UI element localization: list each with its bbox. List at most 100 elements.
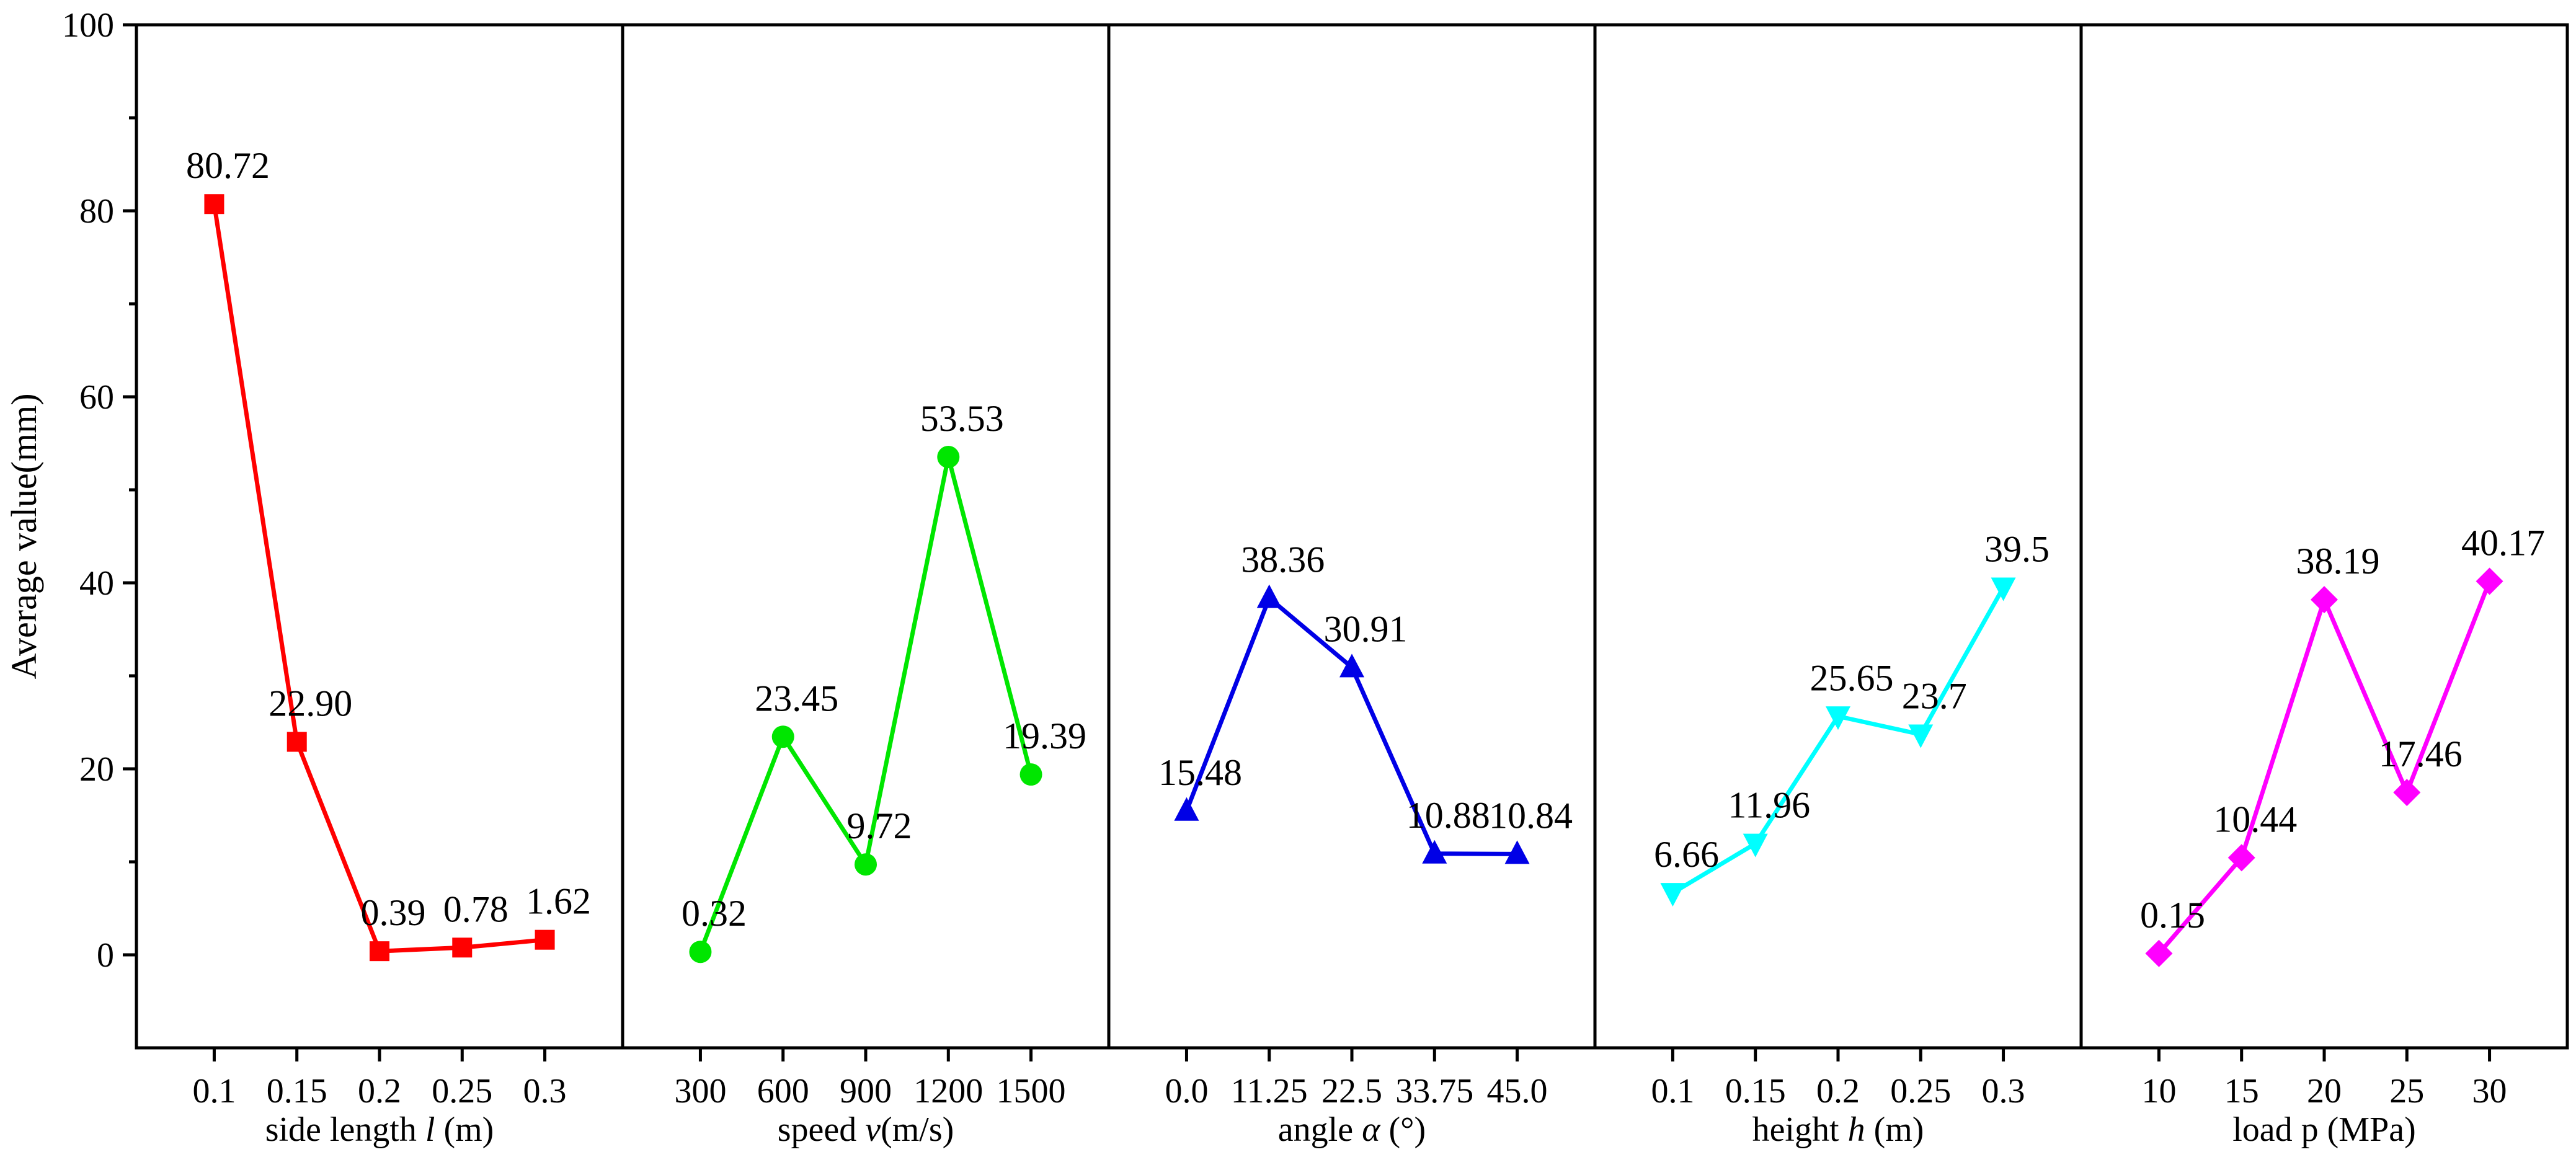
data-point [2311, 586, 2338, 614]
data-label: 15.48 [1158, 752, 1242, 793]
x-tick-label: 15 [2224, 1072, 2259, 1110]
data-label: 0.15 [2140, 895, 2205, 936]
x-axis-label: speed v(m/s) [778, 1110, 954, 1149]
y-tick-label: 40 [79, 564, 114, 603]
data-label: 39.5 [1984, 529, 2050, 570]
x-axis-label-part: (m) [435, 1110, 494, 1149]
x-tick-label: 0.25 [1890, 1072, 1951, 1110]
x-axis-label: side length l (m) [265, 1110, 494, 1149]
data-label: 10.44 [2213, 799, 2297, 840]
data-label: 11.96 [1728, 785, 1810, 826]
x-tick-label: 0.1 [1651, 1072, 1694, 1110]
data-label: 0.39 [361, 892, 426, 933]
data-point [1256, 584, 1282, 608]
x-axis-label-part: side length [265, 1110, 425, 1149]
data-point [855, 853, 877, 876]
data-point [1660, 883, 1686, 907]
x-axis-label: angle α (°) [1278, 1110, 1426, 1149]
x-tick-label: 11.25 [1231, 1072, 1308, 1110]
data-label: 6.66 [1654, 834, 1719, 875]
x-axis-label-part: height [1752, 1110, 1848, 1149]
x-tick-label: 0.2 [1816, 1072, 1860, 1110]
data-label: 53.53 [920, 398, 1004, 439]
data-point [1174, 797, 1199, 821]
data-point [286, 732, 307, 752]
data-point [937, 446, 960, 469]
x-axis-variable: h [1848, 1110, 1865, 1149]
data-label: 38.19 [2296, 541, 2380, 582]
x-axis-label-part: load p (MPa) [2232, 1110, 2416, 1149]
x-axis-variable: l [425, 1110, 435, 1149]
x-tick-label: 10 [2141, 1072, 2176, 1110]
x-tick-label: 0.3 [1982, 1072, 2025, 1110]
x-axis-label: load p (MPa) [2232, 1110, 2416, 1149]
x-axis-label: height h (m) [1752, 1110, 1924, 1149]
data-point [1504, 840, 1530, 864]
panel-angle: 0.0 11.25 22.5 33.75 45.0 angle α (°) 15.48 38.… [1158, 539, 1573, 1149]
data-label: 40.17 [2461, 522, 2545, 563]
x-tick-label: 600 [757, 1072, 809, 1110]
x-tick-label: 0.15 [1725, 1072, 1786, 1110]
series-line [211, 203, 545, 954]
data-point [2145, 939, 2173, 967]
x-tick-label: 0.1 [192, 1072, 236, 1110]
data-label: 10.84 [1489, 795, 1573, 836]
panel-speed: 300 600 900 1200 1500 speed v(m/s) 0.32 23.45 9.… [674, 398, 1086, 1149]
data-label: 38.36 [1241, 539, 1325, 580]
data-label: 19.39 [1003, 716, 1086, 756]
y-tick-label: 80 [79, 192, 114, 231]
data-point [1908, 724, 1934, 748]
data-label: 0.78 [443, 888, 509, 929]
data-label: 22.90 [269, 683, 352, 724]
data-label: 9.72 [847, 805, 912, 846]
data-point [1422, 840, 1447, 864]
x-tick-label: 22.5 [1321, 1072, 1382, 1110]
data-point [1826, 706, 1850, 730]
x-axis-label-part: (m/s) [881, 1110, 954, 1149]
data-point [370, 941, 389, 962]
data-label: 25.65 [1810, 657, 1894, 698]
data-point [535, 929, 555, 950]
panels: 0.1 0.15 0.2 0.25 0.3 side length l (m) 80.72 2… [186, 145, 2545, 1149]
data-label: 80.72 [186, 145, 270, 186]
x-tick-label: 45.0 [1487, 1072, 1548, 1110]
x-tick-label: 0.15 [267, 1072, 327, 1110]
data-point [2393, 779, 2421, 807]
x-tick-label: 0.25 [432, 1072, 492, 1110]
x-tick-label: 1500 [997, 1072, 1066, 1110]
panel-side-length: 0.1 0.15 0.2 0.25 0.3 side length l (m) 80.72 2… [186, 145, 591, 1149]
y-tick-label: 100 [62, 6, 114, 45]
data-point [452, 937, 473, 958]
x-tick-label: 0.3 [523, 1072, 567, 1110]
x-tick-label: 300 [674, 1072, 726, 1110]
data-point [204, 194, 224, 215]
x-tick-label: 900 [840, 1072, 892, 1110]
x-tick-label: 0.0 [1165, 1072, 1208, 1110]
data-point [1743, 833, 1768, 857]
x-axis-variable: α [1362, 1110, 1381, 1149]
data-point [1339, 654, 1364, 678]
data-label: 30.91 [1324, 608, 1408, 649]
data-label: 23.7 [1902, 676, 1967, 717]
data-point [1991, 577, 2016, 601]
data-label: 23.45 [755, 678, 838, 719]
data-point [2476, 567, 2503, 595]
y-axis: 0 20 40 60 80 100 Average value(mm) [4, 6, 136, 975]
data-point [689, 941, 712, 964]
data-point [1019, 763, 1042, 786]
series-line [1671, 586, 2005, 895]
x-tick-label: 25 [2389, 1072, 2424, 1110]
y-tick-label: 0 [97, 936, 114, 975]
y-tick-label: 60 [79, 378, 114, 417]
data-label: 17.46 [2379, 733, 2463, 774]
data-point [2227, 844, 2255, 872]
x-axis-label-part: speed [778, 1110, 866, 1149]
x-tick-label: 0.2 [358, 1072, 401, 1110]
data-label: 10.88 [1406, 795, 1490, 836]
x-axis-label-part: (m) [1865, 1110, 1924, 1149]
y-tick-label: 20 [79, 750, 114, 789]
x-tick-label: 30 [2472, 1072, 2507, 1110]
x-tick-label: 1200 [913, 1072, 983, 1110]
data-label: 1.62 [526, 881, 591, 922]
